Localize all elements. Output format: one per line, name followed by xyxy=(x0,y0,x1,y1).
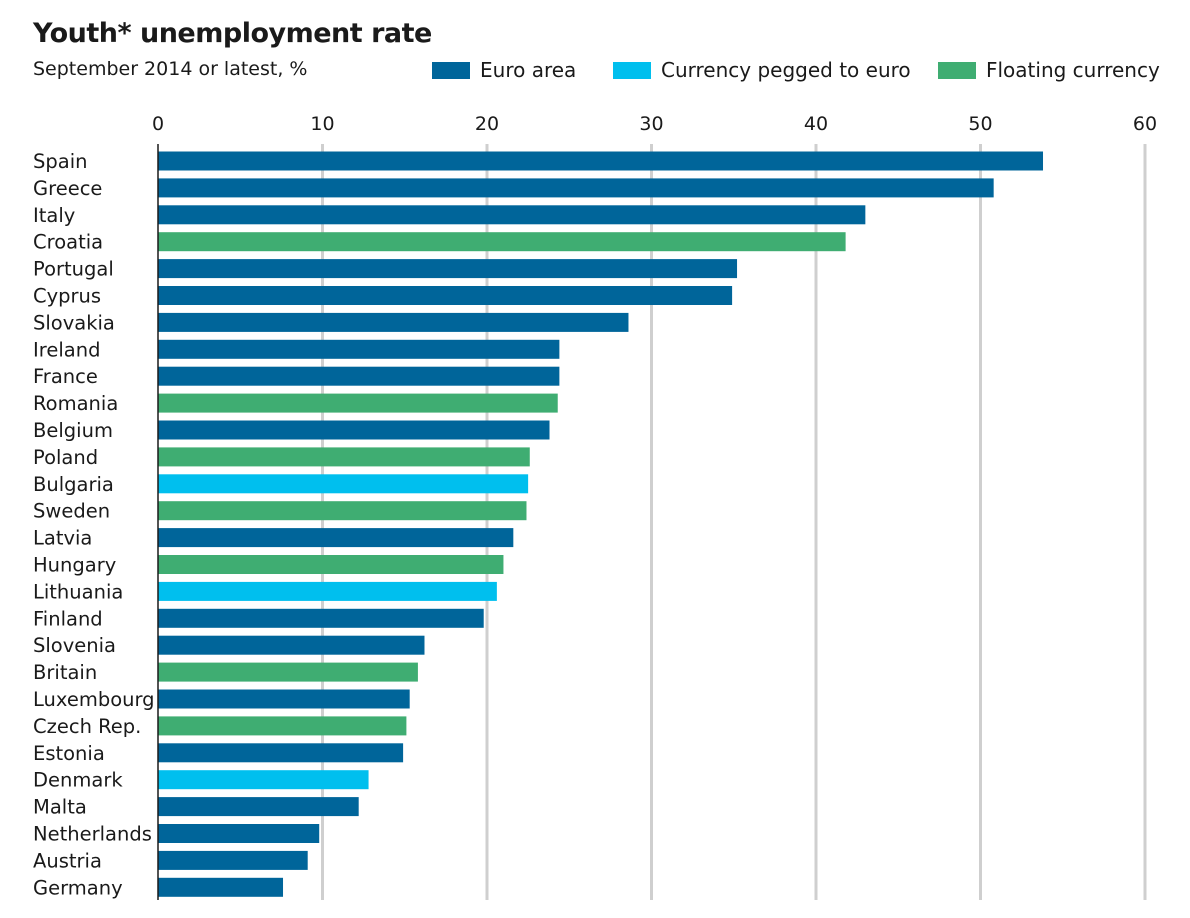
bar-luxembourg xyxy=(158,689,410,709)
legend-item-floating-currency: Floating currency xyxy=(938,58,1160,82)
legend-item-euro-area: Euro area xyxy=(432,58,576,82)
bar-slovenia xyxy=(158,635,425,655)
bar-estonia xyxy=(158,743,404,763)
bar-spain xyxy=(158,151,1044,171)
bar-cyprus xyxy=(158,286,733,305)
category-label-hungary: Hungary xyxy=(33,554,116,577)
category-label-malta: Malta xyxy=(33,796,87,819)
bar-latvia xyxy=(158,528,514,548)
bar-germany xyxy=(158,877,284,897)
category-label-denmark: Denmark xyxy=(33,769,123,792)
bar-czech-rep xyxy=(158,716,407,736)
bar-portugal xyxy=(158,259,738,279)
bar-denmark xyxy=(158,770,369,790)
bar-ireland xyxy=(158,339,560,359)
legend-label-euro-area: Euro area xyxy=(480,58,577,82)
category-label-poland: Poland xyxy=(33,446,98,469)
category-label-belgium: Belgium xyxy=(33,419,113,442)
category-label-latvia: Latvia xyxy=(33,527,92,550)
x-tick-label-30: 30 xyxy=(639,113,663,135)
category-label-cyprus: Cyprus xyxy=(33,285,101,308)
bar-austria xyxy=(158,850,308,870)
category-label-lithuania: Lithuania xyxy=(33,580,123,603)
category-label-france: France xyxy=(33,365,98,388)
bar-sweden xyxy=(158,501,527,521)
category-label-luxembourg: Luxembourg xyxy=(33,688,155,711)
category-label-slovenia: Slovenia xyxy=(33,634,116,657)
legend-label-currency-pegged: Currency pegged to euro xyxy=(661,58,911,82)
bar-hungary xyxy=(158,555,504,574)
bar-belgium xyxy=(158,420,550,440)
bar-netherlands xyxy=(158,824,320,843)
bar-malta xyxy=(158,797,359,817)
category-label-slovakia: Slovakia xyxy=(33,311,115,334)
category-label-czech-rep: Czech Rep. xyxy=(33,715,141,738)
bar-finland xyxy=(158,608,484,628)
category-label-austria: Austria xyxy=(33,849,102,872)
category-label-spain: Spain xyxy=(33,150,87,173)
chart-title: Youth* unemployment rate xyxy=(33,18,432,49)
category-label-bulgaria: Bulgaria xyxy=(33,473,114,496)
legend-label-floating-currency: Floating currency xyxy=(986,58,1160,82)
bar-france xyxy=(158,366,560,386)
legend-swatch-currency-pegged xyxy=(613,61,651,79)
bar-croatia xyxy=(158,232,846,252)
bar-lithuania xyxy=(158,581,497,601)
category-label-greece: Greece xyxy=(33,177,102,200)
bar-greece xyxy=(158,178,994,198)
category-label-italy: Italy xyxy=(33,204,75,227)
bar-britain xyxy=(158,662,418,682)
bar-italy xyxy=(158,205,866,225)
x-tick-label-10: 10 xyxy=(310,113,334,135)
category-label-sweden: Sweden xyxy=(33,500,110,523)
x-tick-label-40: 40 xyxy=(804,113,828,135)
bar-romania xyxy=(158,393,558,413)
legend: Euro area Currency pegged to euro Floati… xyxy=(0,58,1190,84)
bar-poland xyxy=(158,447,530,467)
category-label-netherlands: Netherlands xyxy=(33,823,152,846)
bar-slovakia xyxy=(158,312,629,332)
x-tick-label-0: 0 xyxy=(152,113,164,135)
x-tick-label-20: 20 xyxy=(475,113,499,135)
legend-item-currency-pegged: Currency pegged to euro xyxy=(613,58,911,82)
chart-subtitle: September 2014 or latest, % xyxy=(33,58,308,80)
legend-swatch-floating-currency xyxy=(938,61,976,79)
category-label-croatia: Croatia xyxy=(33,231,103,254)
x-tick-label-60: 60 xyxy=(1133,113,1157,135)
category-label-ireland: Ireland xyxy=(33,338,100,361)
category-label-germany: Germany xyxy=(33,876,123,899)
category-label-britain: Britain xyxy=(33,661,97,684)
category-label-estonia: Estonia xyxy=(33,742,105,765)
category-label-portugal: Portugal xyxy=(33,258,114,281)
category-label-finland: Finland xyxy=(33,607,103,630)
category-label-romania: Romania xyxy=(33,392,118,415)
bar-bulgaria xyxy=(158,474,529,494)
x-tick-label-50: 50 xyxy=(968,113,992,135)
legend-swatch-euro-area xyxy=(432,61,470,79)
